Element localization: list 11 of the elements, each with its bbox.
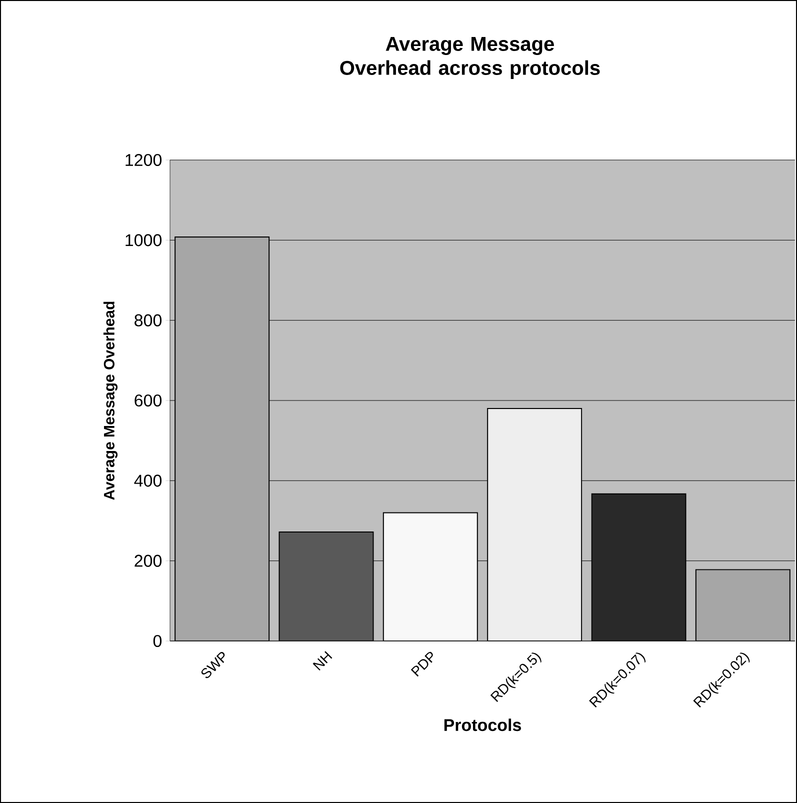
y-tick-label: 1000 (126, 234, 162, 246)
y-tick-label: 1200 (126, 154, 162, 166)
y-tick-label: 400 (134, 474, 162, 487)
y-tick-label: 0 (153, 634, 162, 648)
y-tick-label: 800 (134, 314, 162, 326)
y-tick-label: 200 (134, 554, 162, 567)
chart-title: Average Message Overhead across protocols (340, 37, 600, 79)
y-axis-title: Average Message Overhead (103, 302, 118, 500)
x-tick-label: NH (312, 651, 332, 671)
y-tick-label: 600 (134, 394, 162, 407)
x-axis-title: Protocols (444, 718, 521, 732)
